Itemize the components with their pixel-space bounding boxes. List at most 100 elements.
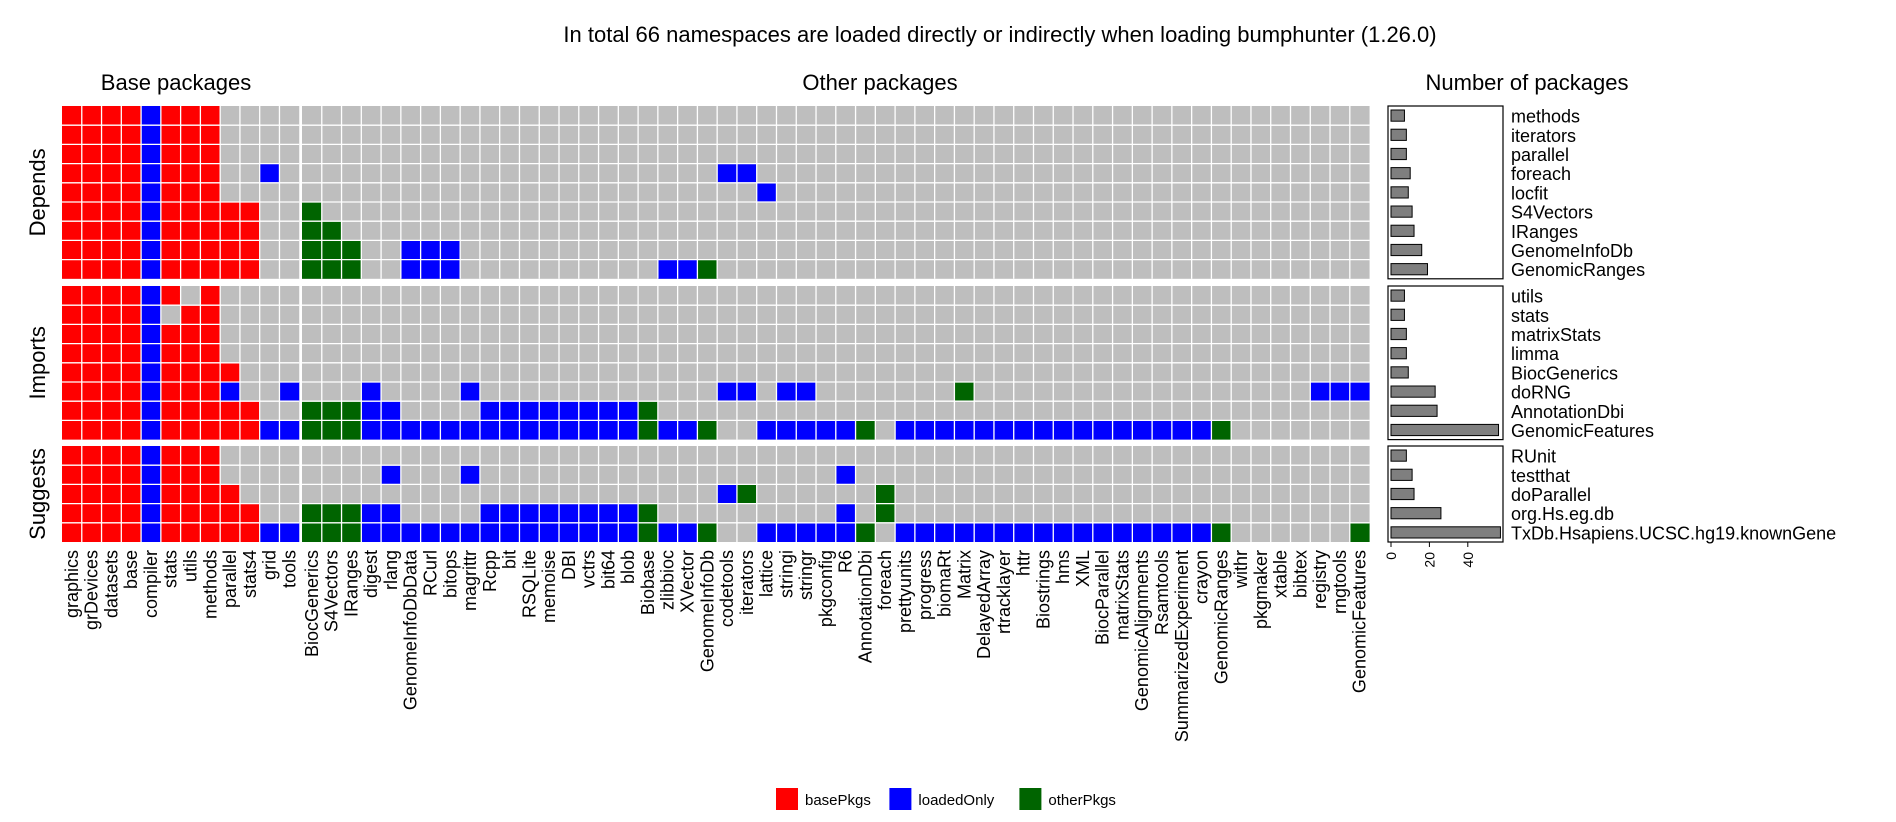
cell-genomicfeatures-tools bbox=[279, 420, 300, 440]
column-label-biocparallel: BiocParallel bbox=[1093, 550, 1113, 645]
cell-methods-stats bbox=[160, 106, 181, 126]
cell-biocgenerics-compiler bbox=[141, 362, 161, 382]
cell-genomicranges-parallel bbox=[220, 259, 240, 279]
bar-dorng bbox=[1390, 385, 1436, 398]
cell-annotationdbi-rcpp bbox=[479, 401, 500, 421]
cell-genomicfeatures-lattice bbox=[756, 420, 777, 440]
cell-iranges-s4vectors bbox=[321, 221, 342, 241]
column-label-genomeinfodb: GenomeInfoDb bbox=[697, 550, 717, 672]
cell-genomicranges-compiler bbox=[141, 259, 161, 279]
cell-limma-utils bbox=[180, 343, 201, 363]
row-label-locfit: locfit bbox=[1511, 183, 1548, 203]
cell-dorng-registry bbox=[1310, 382, 1331, 402]
cell-genomeinfodb-parallel bbox=[220, 240, 240, 260]
cell-doparallel-utils bbox=[180, 484, 201, 504]
column-label-genomeinfodbdata: GenomeInfoDbData bbox=[401, 549, 421, 710]
cell-genomicfeatures-graphics bbox=[62, 420, 82, 440]
cell-genomicfeatures-memoise bbox=[539, 420, 560, 440]
cell-iterators-utils bbox=[180, 125, 201, 145]
cell-utils-grdevices bbox=[81, 286, 102, 306]
cell-limma-stats bbox=[160, 343, 181, 363]
cell-s4vectors-grdevices bbox=[81, 202, 102, 222]
cell-genomicranges-utils bbox=[180, 259, 201, 279]
cell-iterators-stats bbox=[160, 125, 181, 145]
cell-txdb-hsapiens-ucsc-hg19-knowngene-memoise bbox=[539, 522, 560, 542]
cell-txdb-hsapiens-ucsc-hg19-knowngene-lattice bbox=[756, 522, 777, 542]
cell-biocgenerics-base bbox=[121, 362, 142, 382]
cell-txdb-hsapiens-ucsc-hg19-knowngene-matrix bbox=[954, 522, 975, 542]
cell-iranges-biocgenerics bbox=[302, 221, 322, 241]
cell-genomeinfodb-graphics bbox=[62, 240, 82, 260]
cell-genomicranges-iranges bbox=[341, 259, 362, 279]
column-label-biomart: biomaRt bbox=[935, 550, 955, 617]
column-label-iterators: iterators bbox=[737, 550, 757, 615]
row-label-methods: methods bbox=[1511, 107, 1580, 127]
cell-txdb-hsapiens-ucsc-hg19-knowngene-rcurl bbox=[420, 522, 441, 542]
column-label-httr: httr bbox=[1014, 550, 1034, 576]
column-label-stats: stats bbox=[161, 550, 181, 588]
cell-org-hs-eg-db-r6 bbox=[835, 503, 856, 523]
cell-foreach-graphics bbox=[62, 163, 82, 183]
cell-biocgenerics-parallel bbox=[220, 362, 240, 382]
column-label-stringr: stringr bbox=[796, 550, 816, 600]
cell-annotationdbi-methods bbox=[200, 401, 221, 421]
column-label-delayedarray: DelayedArray bbox=[974, 550, 994, 659]
bar-iranges bbox=[1390, 224, 1415, 237]
column-label-prettyunits: prettyunits bbox=[895, 550, 915, 633]
cell-genomicfeatures-bit64 bbox=[598, 420, 619, 440]
cell-genomeinfodb-iranges bbox=[341, 240, 362, 260]
cell-limma-compiler bbox=[141, 343, 161, 363]
group-label-suggests: Suggests bbox=[25, 448, 50, 540]
cell-runit-grdevices bbox=[81, 446, 102, 466]
cell-foreach-methods bbox=[200, 163, 221, 183]
cell-org-hs-eg-db-base bbox=[121, 503, 142, 523]
cell-txdb-hsapiens-ucsc-hg19-knowngene-rsamtools bbox=[1152, 522, 1172, 542]
cell-genomicfeatures-bitops bbox=[440, 420, 461, 440]
cell-genomicfeatures-methods bbox=[200, 420, 221, 440]
cell-genomicfeatures-rlang bbox=[381, 420, 401, 440]
cell-genomicfeatures-stringr bbox=[796, 420, 817, 440]
cell-genomicfeatures-biobase bbox=[638, 420, 658, 440]
cell-org-hs-eg-db-stats4 bbox=[239, 503, 260, 523]
cell-foreach-datasets bbox=[101, 163, 122, 183]
column-label-registry: registry bbox=[1310, 550, 1330, 609]
cell-utils-base bbox=[121, 286, 142, 306]
cell-genomicfeatures-s4vectors bbox=[321, 420, 342, 440]
cell-org-hs-eg-db-dbi bbox=[559, 503, 579, 523]
cell-org-hs-eg-db-graphics bbox=[62, 503, 82, 523]
cell-matrixstats-base bbox=[121, 324, 142, 344]
column-label-bit64: bit64 bbox=[598, 550, 618, 589]
cell-s4vectors-base bbox=[121, 202, 142, 222]
cell-genomicranges-stats bbox=[160, 259, 181, 279]
column-label-matrix: Matrix bbox=[954, 550, 974, 599]
column-label-foreach: foreach bbox=[875, 550, 895, 610]
cell-utils-compiler bbox=[141, 286, 161, 306]
bar-utils bbox=[1390, 289, 1405, 302]
column-label-methods: methods bbox=[200, 550, 220, 619]
row-label-s4vectors: S4Vectors bbox=[1511, 203, 1593, 223]
cell-annotationdbi-rlang bbox=[381, 401, 401, 421]
cell-txdb-hsapiens-ucsc-hg19-knowngene-blob bbox=[618, 522, 639, 542]
cell-locfit-compiler bbox=[141, 182, 161, 202]
cell-limma-base bbox=[121, 343, 142, 363]
cell-annotationdbi-stats4 bbox=[239, 401, 260, 421]
row-label-dorng: doRNG bbox=[1511, 383, 1571, 403]
cell-genomeinfodb-genomeinfodbdata bbox=[400, 240, 421, 260]
cell-runit-utils bbox=[180, 446, 201, 466]
cell-annotationdbi-compiler bbox=[141, 401, 161, 421]
cell-genomeinfodb-grdevices bbox=[81, 240, 102, 260]
cell-dorng-digest bbox=[361, 382, 382, 402]
cell-matrixstats-compiler bbox=[141, 324, 161, 344]
column-label-vctrs: vctrs bbox=[579, 550, 599, 588]
cell-txdb-hsapiens-ucsc-hg19-knowngene-compiler bbox=[141, 522, 161, 542]
cell-genomeinfodb-compiler bbox=[141, 240, 161, 260]
cell-annotationdbi-memoise bbox=[539, 401, 560, 421]
cell-biocgenerics-graphics bbox=[62, 362, 82, 382]
cell-iranges-graphics bbox=[62, 221, 82, 241]
row-label-genomeinfodb: GenomeInfoDb bbox=[1511, 241, 1633, 261]
column-label-compiler: compiler bbox=[141, 550, 161, 618]
axis-labels: methodsiteratorsparallelforeachlocfitS4V… bbox=[25, 107, 1836, 742]
cell-org-hs-eg-db-bit bbox=[499, 503, 520, 523]
cell-genomicfeatures-compiler bbox=[141, 420, 161, 440]
cell-txdb-hsapiens-ucsc-hg19-knowngene-digest bbox=[361, 522, 382, 542]
